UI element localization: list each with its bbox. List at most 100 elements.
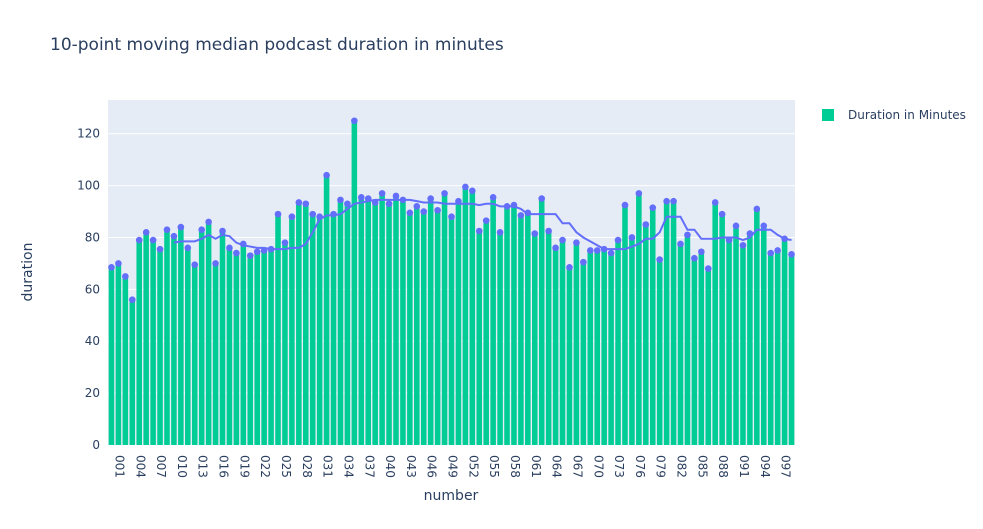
bar [518, 215, 524, 445]
marker [656, 256, 663, 263]
bar [622, 205, 628, 445]
bar [157, 249, 163, 445]
bar [316, 216, 323, 445]
bar [420, 211, 427, 445]
legend-label: Duration in Minutes [848, 108, 966, 122]
bar [476, 230, 483, 445]
bar [254, 251, 260, 445]
marker [593, 247, 601, 254]
marker [698, 248, 705, 256]
bar [365, 198, 372, 445]
marker [774, 247, 781, 254]
marker [274, 210, 282, 218]
marker [538, 195, 546, 202]
marker [718, 210, 726, 218]
bar [372, 202, 378, 445]
marker [142, 228, 150, 236]
marker [135, 236, 143, 244]
marker [559, 236, 566, 244]
bar [566, 267, 573, 445]
marker [677, 240, 684, 248]
bar [726, 240, 732, 445]
marker [469, 187, 476, 195]
bar [129, 299, 136, 445]
bar [531, 233, 538, 445]
marker [378, 190, 386, 197]
bar [670, 201, 677, 445]
marker [413, 203, 421, 210]
bar [330, 214, 337, 445]
marker [309, 210, 317, 218]
bar [608, 253, 614, 445]
marker [163, 226, 171, 233]
marker [344, 200, 351, 208]
marker [302, 200, 310, 208]
bar [323, 175, 330, 445]
x-tick-label: 058 [508, 455, 522, 478]
bar [358, 197, 365, 445]
y-tick-label: 120 [77, 127, 100, 141]
marker [635, 190, 643, 197]
marker [475, 227, 483, 235]
marker [246, 252, 254, 259]
marker [205, 218, 212, 226]
bar [351, 120, 358, 445]
marker [385, 200, 393, 208]
bar [386, 203, 392, 445]
x-tick-label: 091 [737, 455, 751, 478]
bar [393, 195, 399, 445]
bar [767, 253, 774, 445]
marker [448, 213, 455, 221]
y-tick-label: 60 [85, 282, 100, 296]
bar [469, 190, 476, 445]
marker [351, 117, 358, 125]
bar [455, 201, 462, 445]
x-tick-label: 028 [300, 455, 314, 478]
marker [233, 249, 240, 257]
bar [309, 214, 316, 445]
x-tick-label: 064 [550, 455, 564, 478]
x-tick-label: 037 [362, 455, 376, 478]
marker [441, 190, 448, 197]
median-line [173, 198, 792, 251]
marker [462, 183, 469, 191]
marker [288, 213, 296, 221]
bar [150, 240, 156, 445]
x-tick-label: 073 [612, 455, 626, 478]
marker [427, 195, 434, 202]
marker [496, 228, 504, 236]
bar [747, 233, 753, 445]
x-tick-label: 079 [654, 455, 668, 478]
x-tick-label: 043 [404, 455, 418, 478]
bar [490, 197, 496, 445]
bar [296, 202, 302, 445]
marker [198, 226, 205, 233]
marker [552, 244, 559, 252]
marker [337, 196, 344, 204]
x-tick-label: 004 [133, 455, 147, 478]
bar [379, 193, 385, 445]
x-axis-label: number [424, 488, 479, 504]
y-tick-label: 40 [85, 334, 100, 348]
legend-swatch [822, 109, 834, 121]
bar [185, 247, 191, 445]
bar [122, 276, 129, 445]
bar [198, 229, 205, 445]
bar [337, 199, 344, 445]
marker [580, 258, 587, 266]
bar [240, 243, 247, 445]
marker [628, 234, 636, 241]
marker [281, 239, 289, 246]
y-tick-label: 0 [92, 438, 100, 452]
marker [122, 273, 129, 280]
x-tick-label: 010 [175, 455, 189, 478]
bar [712, 202, 718, 445]
marker [295, 199, 303, 206]
x-tick-label: 016 [217, 455, 231, 478]
bar [247, 255, 254, 445]
bar [261, 250, 267, 445]
x-tick-label: 052 [466, 455, 480, 478]
bar [448, 216, 455, 445]
marker [642, 221, 650, 228]
bar [282, 242, 288, 445]
